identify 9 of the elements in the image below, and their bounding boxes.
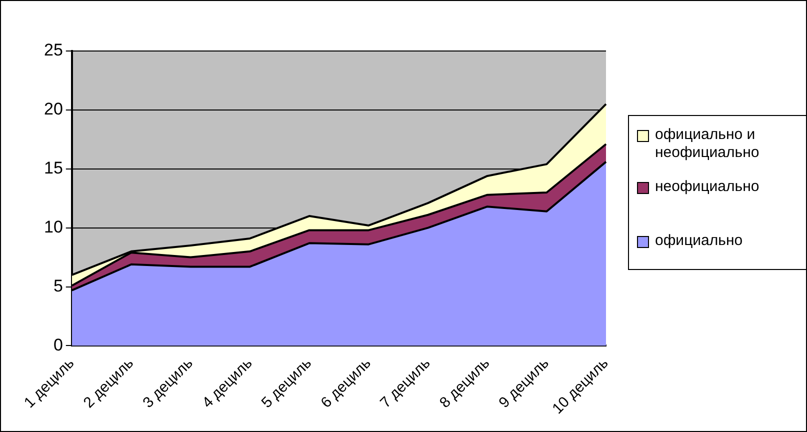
y-tick-label: 5 [53, 276, 63, 296]
y-tick-label: 25 [44, 40, 63, 60]
legend-label: неофициально [655, 178, 760, 196]
y-tick-label: 10 [44, 218, 63, 237]
y-tick-label: 15 [44, 158, 63, 178]
legend-label: официально и неофициально [655, 126, 760, 162]
legend-label: официально [655, 232, 743, 250]
y-tick-label: 0 [53, 335, 63, 354]
y-tick-label: 20 [44, 100, 63, 119]
